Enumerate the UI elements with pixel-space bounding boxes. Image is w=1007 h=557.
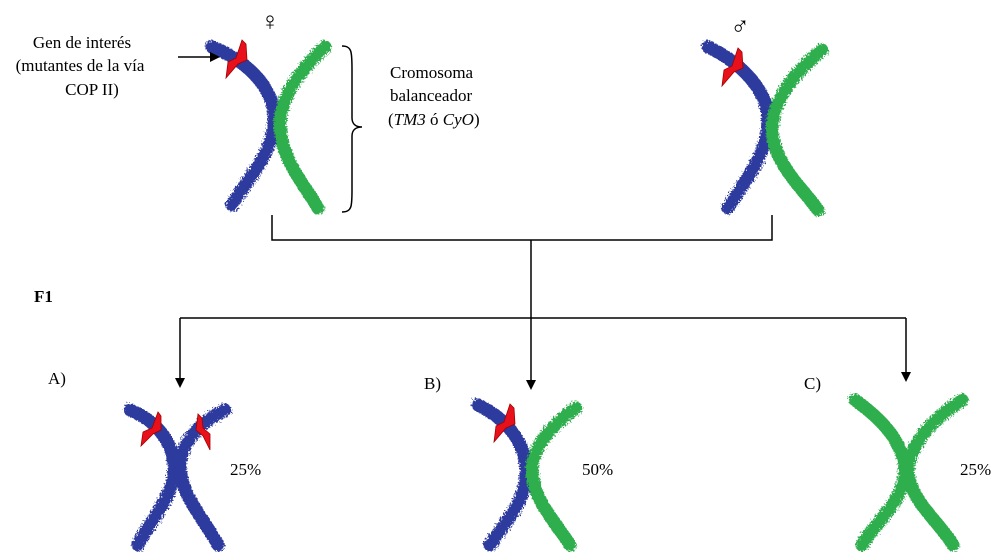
- chromosome-green: [901, 393, 969, 552]
- gene-mark: [721, 47, 744, 88]
- balancer-label: Cromosoma: [390, 63, 474, 82]
- offspring-letter: A): [48, 369, 66, 388]
- chromosome-green: [525, 401, 583, 552]
- gene-label: Gen de interés: [33, 33, 131, 52]
- gene-label: COP II): [65, 80, 119, 99]
- male-symbol: ♂: [730, 12, 750, 41]
- text-part: (: [388, 110, 394, 129]
- gene-mark: [225, 39, 248, 80]
- gene-mark: [140, 411, 162, 448]
- offspring-percent: 50%: [582, 460, 613, 479]
- chromosome-green: [273, 40, 332, 215]
- text-part: CyO: [443, 110, 474, 129]
- offspring-percent: 25%: [230, 460, 261, 479]
- balancer-label: (TM3 ó CyO): [388, 110, 480, 129]
- text-part: ): [474, 110, 480, 129]
- chromosome-blue: [173, 403, 232, 552]
- generation-label: F1: [34, 287, 53, 306]
- offspring-letter: C): [804, 374, 821, 393]
- female-symbol: ♀: [260, 7, 280, 36]
- chromosome-green: [765, 43, 829, 217]
- text-part: ó: [426, 110, 443, 129]
- chromosome-blue: [701, 40, 775, 215]
- gene-mark: [195, 413, 211, 451]
- chromosome-green: [848, 393, 912, 552]
- cross-line: [271, 215, 773, 241]
- balancer-label: balanceador: [390, 86, 472, 105]
- gene-mark: [493, 403, 516, 444]
- offspring-percent: 25%: [960, 460, 991, 479]
- text-part: TM3: [394, 110, 426, 129]
- gene-label: (mutantes de la vía: [16, 56, 145, 75]
- brace: [341, 45, 363, 213]
- chromosome-blue: [205, 40, 281, 212]
- offspring-letter: B): [424, 374, 441, 393]
